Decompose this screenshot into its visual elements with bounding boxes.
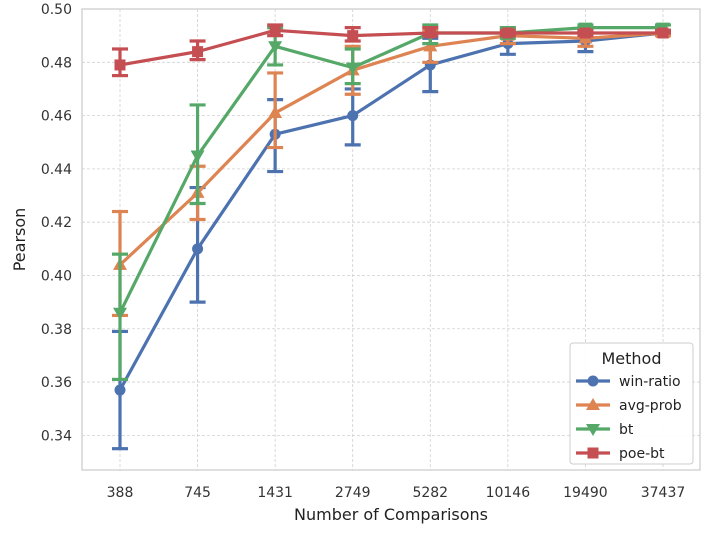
plot-frame (81, 8, 701, 471)
bt-point (345, 62, 360, 75)
poe-bt-point (579, 27, 591, 39)
y-tick-label: 0.48 (41, 55, 72, 71)
x-tick-label: 10146 (486, 485, 531, 501)
y-tick-label: 0.34 (41, 428, 72, 444)
y-axis-label: Pearson (10, 208, 29, 272)
legend-label-avg-prob: avg-prob (619, 398, 682, 414)
y-tick-label: 0.50 (41, 2, 72, 18)
legend-label-bt: bt (619, 422, 634, 438)
x-tick-label: 1431 (257, 485, 293, 501)
bt-point (190, 150, 205, 163)
x-tick-label: 5282 (412, 485, 448, 501)
legend-label-win-ratio: win-ratio (619, 374, 681, 390)
y-tick-label: 0.44 (41, 162, 72, 178)
y-tick-label: 0.42 (41, 215, 72, 231)
poe-bt-point (424, 27, 436, 39)
poe-bt-line (118, 28, 665, 67)
avg-prob-line (118, 31, 665, 267)
bt-line (118, 26, 665, 315)
bt-point (268, 41, 283, 54)
bt-point (113, 307, 127, 320)
poe-bt-point (269, 24, 281, 36)
x-tick-label: 37437 (641, 485, 686, 501)
win-ratio-point (114, 384, 126, 396)
x-tick-label: 388 (107, 485, 134, 501)
x-tick-labels: 388 745 1431 2749 5282 10146 19490 37437 (107, 485, 686, 501)
legend-marker-poe-bt (587, 447, 599, 459)
legend-label-poe-bt: poe-bt (619, 446, 665, 462)
legend-box (569, 342, 694, 465)
legend-marker-avg-prob (586, 398, 600, 411)
legend-items: win-ratio avg-prob bt poe-bt (576, 374, 682, 462)
avg-prob-point (423, 39, 438, 52)
x-tick-label: 19490 (563, 485, 608, 501)
win-ratio-point (192, 243, 204, 255)
legend: Method win-ratio avg-prob bt poe-bt (569, 342, 694, 465)
poe-bt-point (657, 27, 669, 39)
poe-bt-point (347, 30, 359, 42)
poe-bt-point (192, 46, 204, 58)
x-tick-label: 2749 (335, 485, 371, 501)
y-tick-label: 0.40 (41, 268, 72, 284)
win-ratio-line (118, 31, 665, 392)
x-tick-label: 745 (184, 485, 211, 501)
poe-bt-point (114, 59, 126, 71)
legend-marker-bt (586, 423, 600, 436)
y-tick-label: 0.36 (41, 375, 72, 391)
legend-title: Method (601, 349, 661, 368)
poe-bt-point (502, 27, 514, 39)
legend-marker-win-ratio (587, 375, 599, 387)
y-tick-label: 0.46 (41, 109, 72, 125)
series-layer (112, 22, 671, 451)
series-poe-bt (112, 23, 671, 78)
avg-prob-point (268, 105, 283, 118)
win-ratio-point (347, 110, 359, 122)
y-tick-labels: 0.34 0.36 0.38 0.40 0.42 0.44 0.46 0.48 0.50 (41, 2, 72, 444)
x-axis-label: Number of Comparisons (294, 505, 488, 524)
y-tick-label: 0.38 (41, 322, 72, 338)
